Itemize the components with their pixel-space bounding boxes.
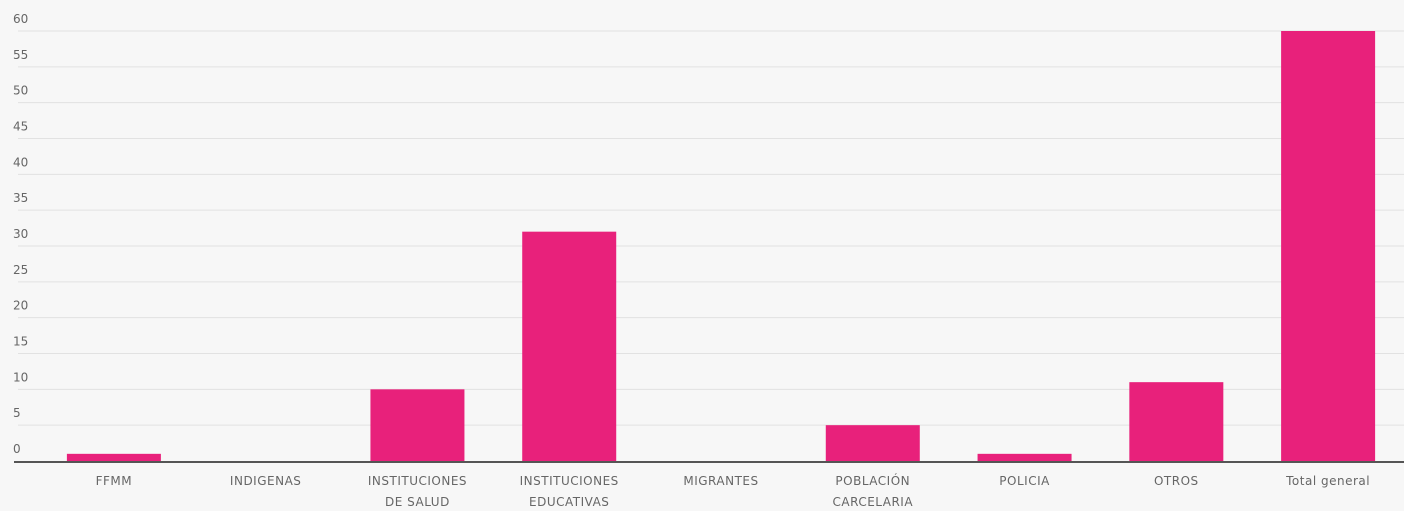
x-category-label: CARCELARIA xyxy=(833,495,914,509)
x-category-label: MIGRANTES xyxy=(683,474,758,488)
x-category-label: Total general xyxy=(1285,474,1370,488)
grid-lines xyxy=(18,30,1404,426)
bar xyxy=(370,389,465,461)
x-category-label: POBLACIÓN xyxy=(835,473,910,488)
bar xyxy=(66,453,161,461)
y-tick-label: 55 xyxy=(13,48,28,62)
y-tick-label: 30 xyxy=(13,227,28,241)
y-tick-label: 60 xyxy=(13,12,28,26)
x-category-label: POLICIA xyxy=(999,474,1050,488)
x-category-label: FFMM xyxy=(96,474,133,488)
x-axis-labels: FFMM INDIGENAS INSTITUCIONES DE SALUD INSTIT… xyxy=(96,473,1370,509)
bar xyxy=(977,453,1072,461)
bar xyxy=(1281,31,1376,461)
x-category-label: INSTITUCIONES xyxy=(520,474,619,488)
bars xyxy=(66,31,1376,461)
y-tick-label: 50 xyxy=(13,84,28,98)
y-tick-label: 15 xyxy=(13,335,28,349)
x-category-label: INDIGENAS xyxy=(230,474,301,488)
x-category-label: EDUCATIVAS xyxy=(529,495,609,509)
x-category-label: INSTITUCIONES xyxy=(368,474,467,488)
y-tick-label: 45 xyxy=(13,120,28,134)
bar xyxy=(825,425,920,461)
y-tick-label: 10 xyxy=(13,370,28,384)
y-tick-label: 40 xyxy=(13,155,28,169)
y-axis-ticks: 0 5 10 15 20 25 30 35 40 45 50 55 60 xyxy=(13,12,28,456)
y-tick-label: 35 xyxy=(13,191,28,205)
x-category-label: DE SALUD xyxy=(385,495,450,509)
y-tick-label: 20 xyxy=(13,299,28,313)
bar xyxy=(522,231,617,461)
y-tick-label: 0 xyxy=(13,442,21,456)
y-tick-label: 25 xyxy=(13,263,28,277)
y-tick-label: 5 xyxy=(13,406,21,420)
x-category-label: OTROS xyxy=(1154,474,1199,488)
bar xyxy=(1129,382,1224,461)
